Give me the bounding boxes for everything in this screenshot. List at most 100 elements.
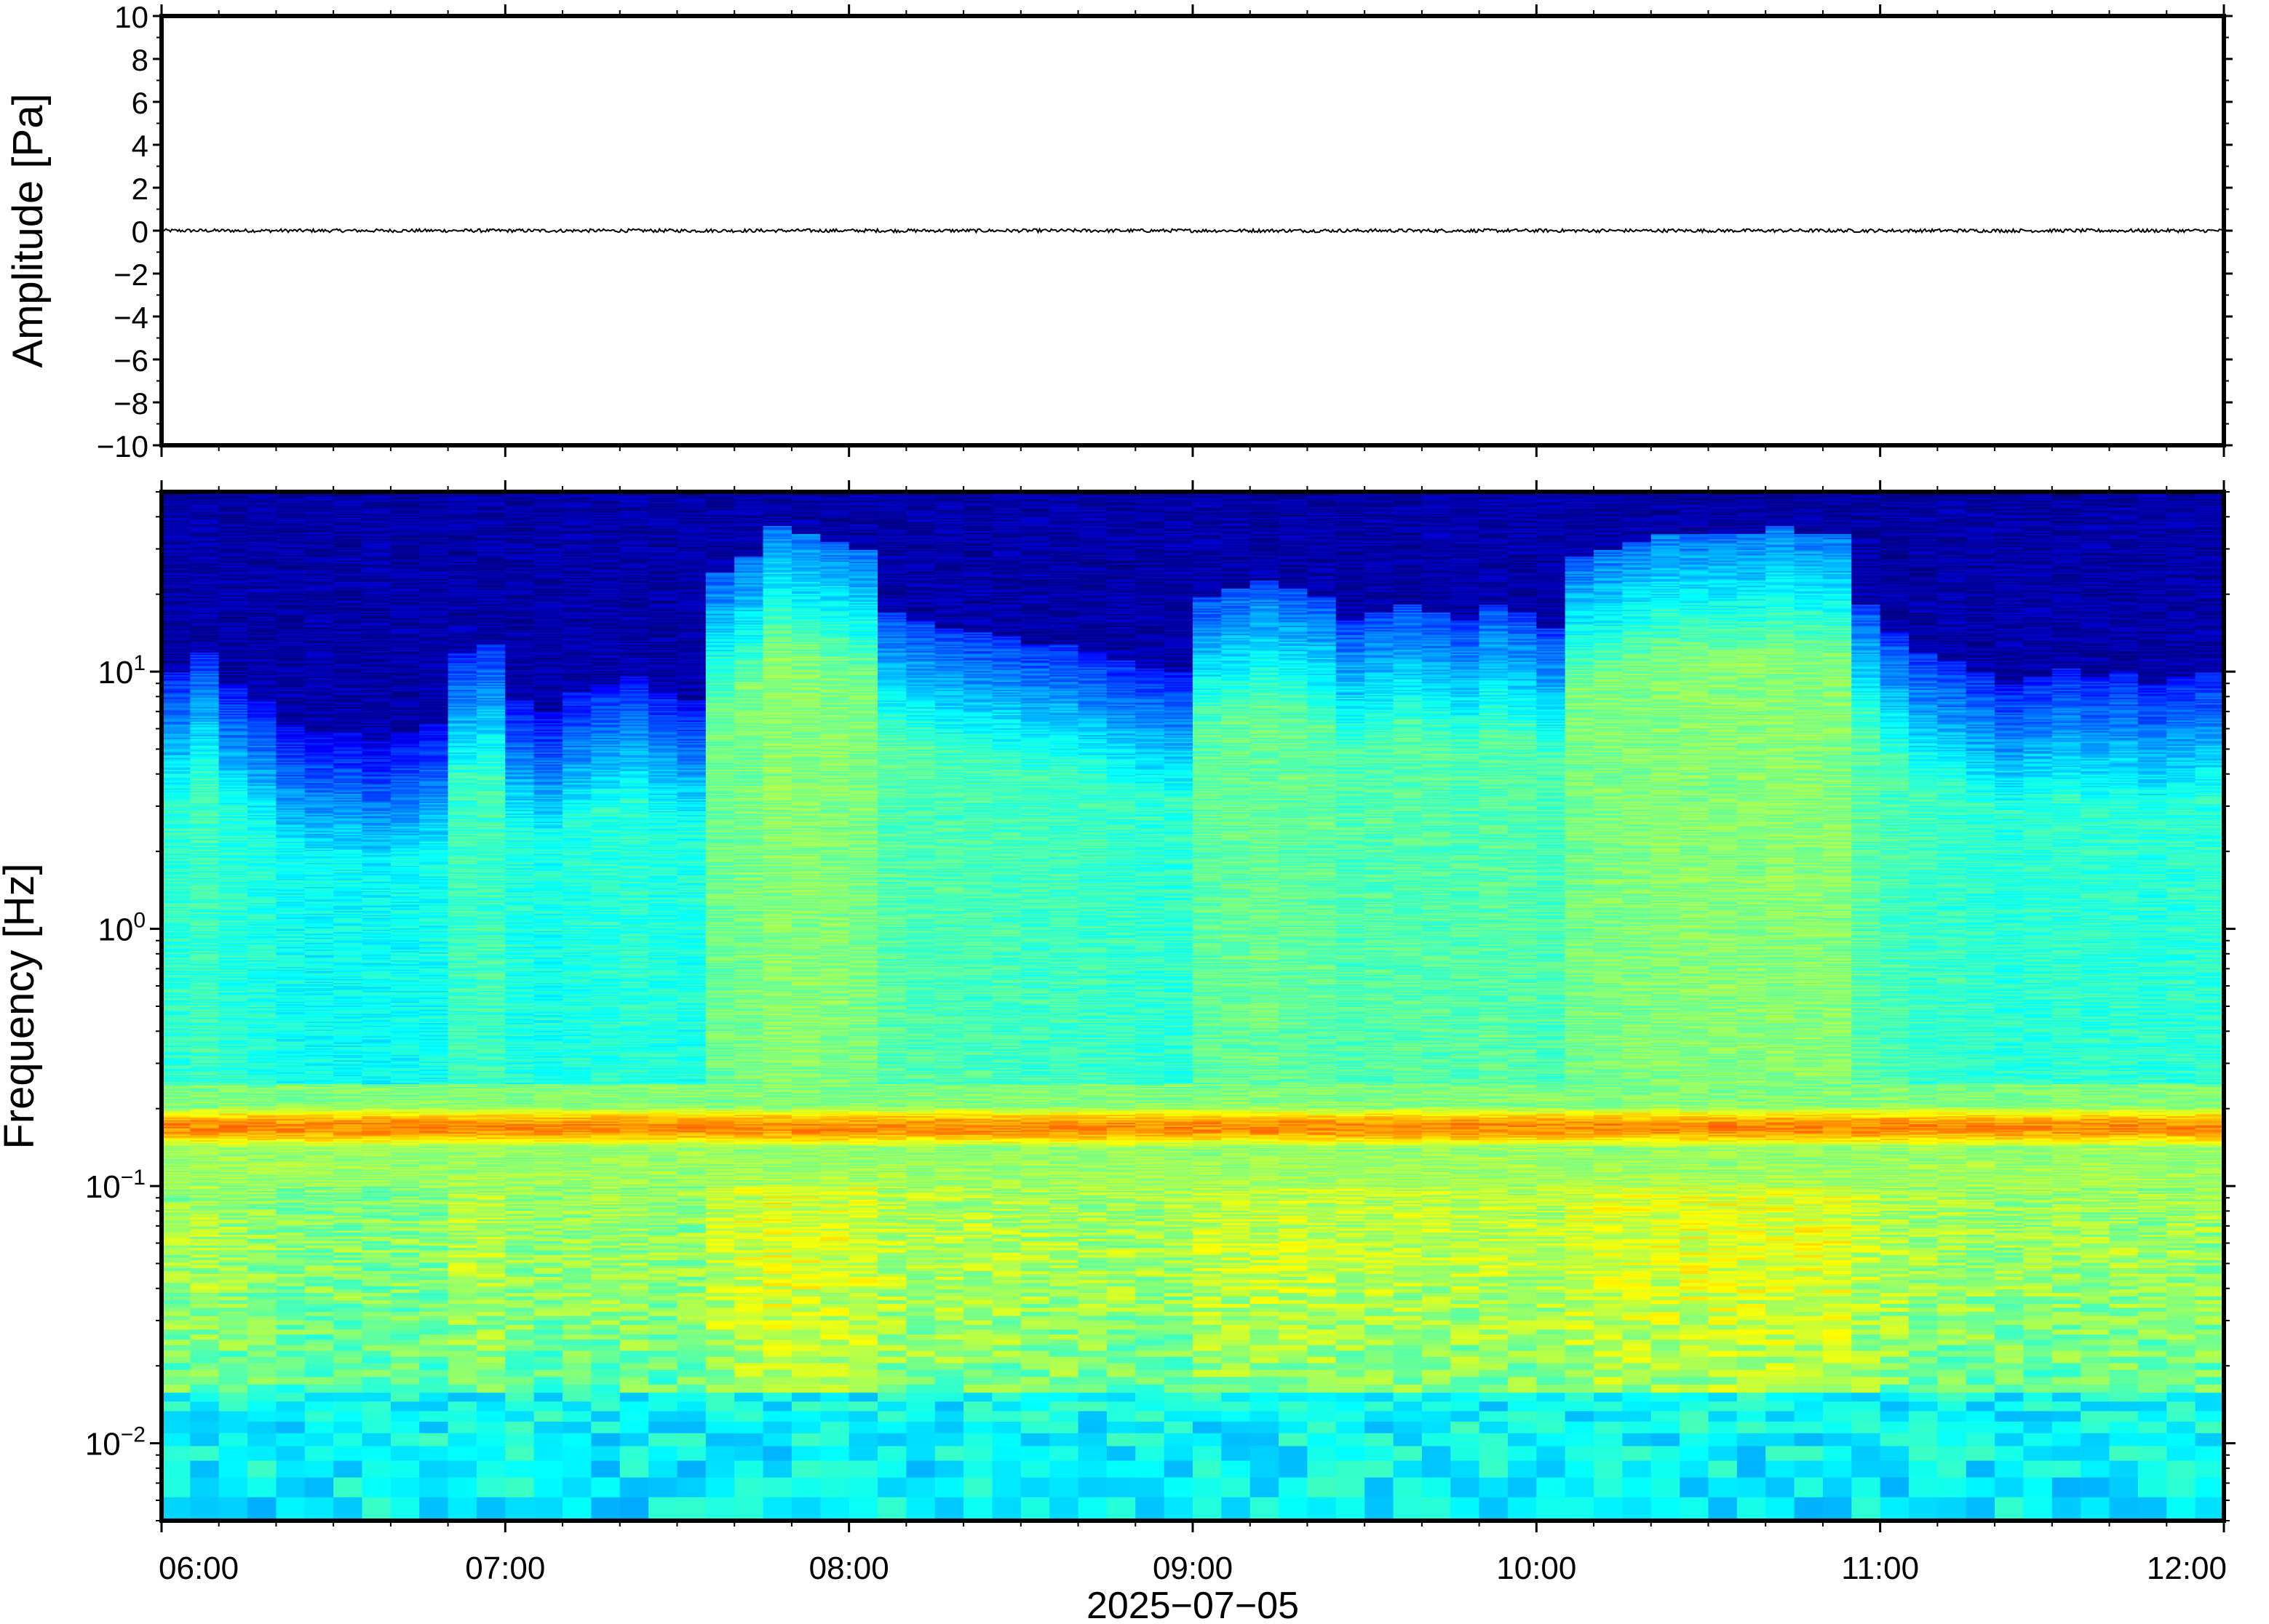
spectrogram-cell [190, 1165, 220, 1167]
spectrogram-cell [162, 1254, 191, 1258]
spectrogram-cell [190, 840, 220, 842]
spectrogram-cell [218, 1245, 248, 1249]
spectrogram-cell [276, 1344, 306, 1351]
spectrogram-cell [276, 1334, 306, 1340]
spectrogram-cell [162, 616, 191, 618]
spectrogram-cell [218, 958, 248, 960]
spectrogram-cell [190, 626, 220, 629]
spectrogram-cell [190, 906, 220, 909]
spectrogram-cell [162, 1234, 191, 1237]
spectrogram-cell [190, 992, 220, 994]
spectrogram-cell [218, 1149, 248, 1151]
spectrogram-cell [218, 1267, 248, 1271]
spectrogram-cell [218, 688, 248, 690]
spectrogram-cell [190, 683, 220, 686]
spectrogram-cell [162, 1376, 191, 1385]
spectrogram-cell [247, 1356, 277, 1364]
spectrogram-cell [247, 1186, 277, 1189]
spectrogram-cell [162, 995, 191, 998]
spectrogram-cell [190, 1053, 220, 1055]
spectrogram-cell [190, 898, 220, 901]
spectrogram-cell [162, 864, 191, 866]
spectrogram-cell [247, 1058, 277, 1061]
spectrogram-cell [162, 872, 191, 874]
spectrogram-cell [218, 949, 248, 952]
spectrogram-cell [162, 544, 191, 546]
spectrogram-cell [247, 1257, 277, 1260]
spectrogram-cell [162, 709, 191, 712]
spectrogram-cell [190, 1194, 220, 1197]
spectrogram-cell [218, 752, 248, 755]
spectrogram-cell [190, 907, 220, 910]
spectrogram-cell [218, 1181, 248, 1183]
spectrogram-cell [162, 976, 191, 979]
spectrogram-cell [162, 744, 191, 747]
spectrogram-cell [162, 670, 191, 673]
spectrogram-cell [162, 556, 191, 558]
spectrogram-cell [362, 1289, 392, 1294]
spectrogram-cell [218, 1392, 248, 1402]
spectrogram-cell [190, 1003, 220, 1006]
spectrogram-cell [190, 652, 220, 654]
spectrogram-cell [190, 606, 220, 609]
spectrogram-cell [162, 912, 191, 915]
spectrogram-cell [218, 1344, 248, 1351]
spectrogram-cell [218, 501, 248, 503]
spectrogram-cell [162, 749, 191, 752]
spectrogram-cell [162, 685, 191, 688]
spectrogram-cell [218, 548, 248, 550]
spectrogram-cell [247, 1119, 277, 1122]
spectrogram-cell [218, 640, 248, 642]
spectrogram-cell [247, 1344, 277, 1351]
spectrogram-cell [218, 787, 248, 790]
spectrogram-cell [247, 1265, 277, 1268]
spectrogram-cell [162, 1344, 191, 1351]
spectrogram-cell [218, 1137, 248, 1139]
spectrogram-cell [162, 787, 191, 790]
spectrogram-cell [218, 809, 248, 811]
spectrogram-cell [162, 1217, 191, 1219]
spectrogram-cell [190, 1162, 220, 1165]
spectrogram-cell [218, 1031, 248, 1034]
spectrogram-cell [218, 581, 248, 584]
spectrogram-cell [162, 811, 191, 814]
spectrogram-cell [218, 1014, 248, 1016]
spectrogram-cell [218, 498, 248, 501]
spectrogram-cell [247, 1050, 277, 1053]
spectrogram-cell [218, 773, 248, 776]
spectrogram-cell [218, 705, 248, 707]
spectrogram-cell [162, 1356, 191, 1364]
spectrogram-cell [162, 1177, 191, 1179]
spectrogram-cell [304, 1329, 334, 1335]
spectrogram-cell [190, 1122, 220, 1125]
spectrogram-cell [190, 870, 220, 872]
spectrogram-cell [190, 707, 220, 710]
spectrogram-cell [218, 1190, 248, 1193]
spectrogram-cell [247, 1203, 277, 1206]
spectrogram-cell [218, 600, 248, 602]
spectrogram-cell [218, 1175, 248, 1178]
spectrogram-cell [390, 1292, 421, 1297]
spectrogram-cell [162, 784, 191, 786]
spectrogram-cell [190, 1047, 220, 1050]
spectrogram-cell [218, 625, 248, 628]
spectrogram-cell [190, 1104, 220, 1107]
spectrogram-cell [162, 1127, 191, 1130]
spectrogram-cell [390, 1329, 421, 1335]
spectrogram-cell [362, 1401, 392, 1412]
spectrogram-cell [190, 787, 220, 789]
spectrogram-cell [190, 837, 220, 840]
spectrogram-cell [190, 561, 220, 564]
spectrogram-cell [218, 995, 248, 998]
spectrogram-cell [162, 1023, 191, 1026]
waveform-y-tick-label: 10 [114, 0, 148, 34]
spectrogram-cell [247, 1299, 277, 1305]
spectrogram-cell [218, 869, 248, 872]
spectrogram-cell [218, 644, 248, 646]
spectrogram-cell [190, 1077, 220, 1079]
spectrogram-cell [190, 1270, 220, 1274]
spectrogram-cell [218, 637, 248, 640]
spectrogram-cell [190, 1273, 220, 1277]
spectrogram-cell [218, 1121, 248, 1123]
spectrogram-cell [190, 849, 220, 851]
